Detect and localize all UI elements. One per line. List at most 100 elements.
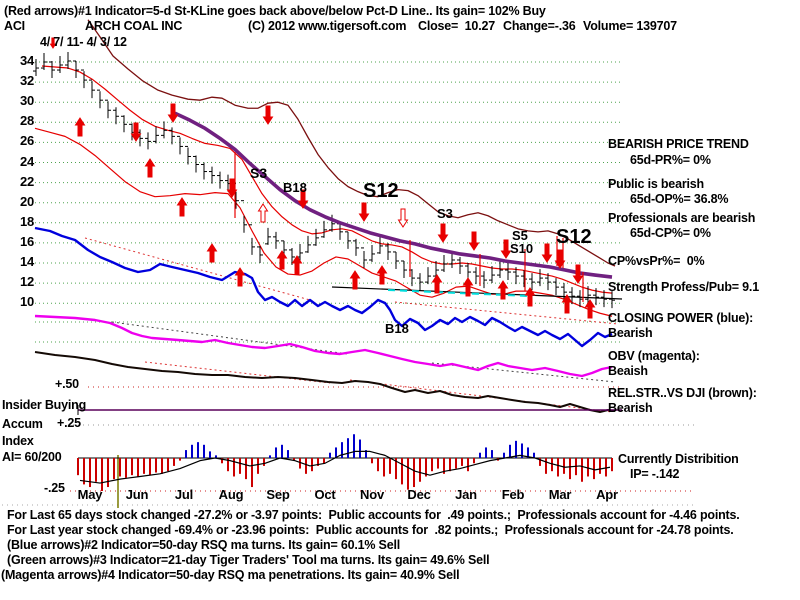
buy-arrow-up (462, 277, 474, 297)
closing-power-title: CLOSING POWER (blue): (608, 311, 754, 325)
month-label: Oct (314, 487, 336, 502)
ai-value: AI= 60/200 (2, 450, 62, 464)
price-axis-label: 18 (19, 213, 34, 229)
stat-year: For Last year stock changed -69.4% or -2… (7, 523, 734, 537)
dotted-trendline (349, 379, 613, 413)
price-axis-label: 16 (19, 233, 34, 249)
price-axis-label: 12 (19, 274, 34, 290)
signal-annotation: S10 (510, 241, 534, 256)
cp-pct: 65d-CP%= 0% (630, 226, 711, 240)
sell-arrow-down (554, 249, 566, 269)
buy-arrow-up (376, 265, 388, 285)
indicator-signal-line: (Red arrows)#1 Indicator=5-d St-KLine go… (4, 4, 546, 18)
buy-arrow-up-outline (257, 203, 269, 223)
obv-line (34, 314, 613, 378)
change-value: Change=-.36 (503, 19, 576, 33)
copyright-text: (C) 2012 www.tigersoft.com (248, 19, 407, 33)
signal-annotation: S12 (556, 226, 592, 248)
obv-status: Beaish (608, 364, 648, 378)
price-axis-label: 30 (19, 93, 34, 109)
relative-strength-line (34, 351, 616, 413)
buy-arrow-up (524, 287, 536, 307)
signal-annotation: S3 (250, 165, 268, 181)
upper-band-line (87, 19, 616, 267)
sell-arrow-down (226, 178, 238, 198)
signal-annotation: S12 (363, 180, 399, 202)
price-axis-label: 22 (19, 173, 34, 189)
signal-magenta: (Magenta arrows)#4 Indicator=50-day RSQ … (1, 568, 460, 582)
buy-arrow-up (349, 270, 361, 290)
public-status: Public is bearish (608, 177, 704, 191)
signal-annotation: B18 (283, 180, 307, 195)
stat-65d: For Last 65 days stock changed -27.2% or… (7, 508, 740, 522)
month-label: Mar (548, 487, 572, 502)
buy-arrow-up (74, 117, 86, 137)
price-axis-label: 34 (19, 53, 34, 68)
month-label: Sep (266, 487, 290, 502)
price-axis-label: 20 (19, 193, 34, 209)
pr-pct: 65d-PR%= 0% (630, 153, 711, 167)
relstr-status: Bearish (608, 401, 653, 415)
buy-arrow-up (291, 255, 303, 275)
dotted-trendline (394, 301, 619, 325)
buy-arrow-up (206, 243, 218, 263)
month-label: Jul (174, 487, 194, 502)
month-label: Jan (455, 487, 477, 502)
minus-25-label: -.25 (44, 481, 65, 495)
trend-status: BEARISH PRICE TREND (608, 137, 749, 151)
sell-arrow-down (358, 202, 370, 222)
buy-arrow-up (276, 250, 288, 270)
closing-power-line (34, 226, 613, 348)
price-axis-label: 32 (19, 73, 34, 89)
sell-arrow-down-outline (397, 208, 409, 228)
sell-arrow-down (167, 103, 179, 123)
distribution-status: Currently Distribition (618, 452, 739, 466)
price-axis-label: 14 (19, 254, 34, 269)
buy-arrow-up (144, 158, 156, 178)
close-value: Close= 10.27 (418, 19, 495, 33)
oscillator-ma-line (79, 450, 611, 484)
op-pct: 65d-OP%= 36.8% (630, 192, 729, 206)
volume-value: Volume= 139707 (583, 19, 677, 33)
closing-power-status: Bearish (608, 326, 653, 340)
dotted-trendline (84, 237, 311, 301)
price-axis-label: 28 (19, 113, 34, 129)
sell-arrow-down (49, 37, 57, 49)
month-label: Aug (218, 487, 244, 502)
sell-arrow-down (437, 223, 449, 243)
price-axis-label: 24 (19, 153, 34, 169)
signal-annotation: B18 (385, 321, 409, 336)
ticker-symbol: ACI (4, 19, 25, 33)
month-label: Jun (125, 487, 149, 502)
month-label: Feb (501, 487, 525, 502)
buy-arrow-up (584, 299, 596, 319)
cp-vs-pr: CP%vsPr%= 0% (608, 254, 705, 268)
plus-25-label: +.25 (57, 416, 81, 430)
middle-band-line (41, 65, 613, 294)
obv-title: OBV (magenta): (608, 349, 700, 363)
relstr-title: REL.STR..VS DJI (brown): (608, 386, 757, 400)
signal-annotation: S5 (512, 228, 528, 243)
sell-arrow-down (541, 243, 553, 263)
plus-50-label: +.50 (55, 377, 79, 391)
signal-annotation: S3 (437, 206, 453, 221)
date-range: 4/ 7/ 11- 4/ 3/ 12 (40, 35, 127, 49)
price-axis-label: 10 (19, 294, 34, 310)
company-name: ARCH COAL INC (85, 19, 183, 33)
buy-arrow-up (234, 267, 246, 287)
buy-arrow-up (497, 280, 509, 300)
month-label: Dec (407, 487, 431, 502)
buy-arrow-up (561, 294, 573, 314)
signal-green: (Green arrows)#3 Indicator=21-day Tiger … (7, 553, 490, 567)
buy-arrow-up (176, 197, 188, 217)
month-label: May (77, 487, 103, 502)
ip-value: IP= -.142 (630, 467, 680, 481)
accum-label: Accum (2, 417, 43, 431)
signal-blue: (Blue arrows)#2 Indicator=50-day RSQ ma … (7, 538, 400, 552)
sell-arrow-down (468, 231, 480, 251)
professionals-status: Professionals are bearish (608, 211, 756, 225)
buy-arrow-up (431, 274, 443, 294)
sell-arrow-down (262, 105, 274, 125)
